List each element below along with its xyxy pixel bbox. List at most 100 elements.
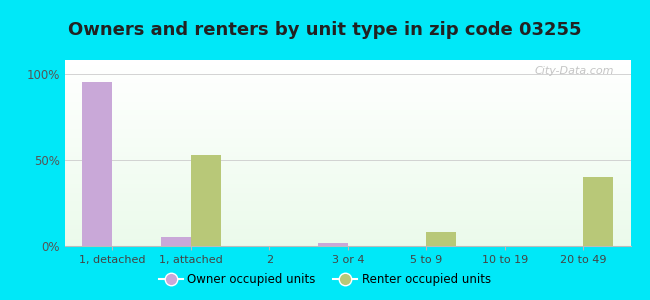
- Bar: [65, 62, 630, 63]
- Bar: [65, 238, 630, 239]
- Bar: [65, 167, 630, 168]
- Bar: [65, 218, 630, 219]
- Bar: [190, 155, 220, 246]
- Bar: [65, 100, 630, 101]
- Bar: [65, 238, 630, 239]
- Bar: [65, 215, 630, 216]
- Bar: [65, 111, 630, 112]
- Bar: [65, 155, 630, 156]
- Bar: [65, 195, 630, 196]
- Bar: [65, 207, 630, 208]
- Bar: [65, 149, 630, 150]
- Bar: [65, 141, 630, 142]
- Bar: [65, 157, 630, 158]
- Bar: [65, 211, 630, 212]
- Bar: [65, 225, 630, 226]
- Bar: [65, 72, 630, 73]
- Bar: [65, 237, 630, 238]
- Bar: [65, 101, 630, 102]
- Bar: [426, 232, 456, 246]
- Bar: [65, 239, 630, 240]
- Bar: [65, 63, 630, 64]
- Bar: [65, 98, 630, 99]
- Bar: [65, 78, 630, 79]
- Bar: [65, 79, 630, 80]
- Bar: [65, 136, 630, 137]
- Bar: [65, 97, 630, 98]
- Bar: [65, 188, 630, 189]
- Bar: [65, 124, 630, 125]
- Bar: [65, 91, 630, 92]
- Bar: [65, 194, 630, 195]
- Bar: [65, 144, 630, 145]
- Bar: [65, 73, 630, 74]
- Bar: [65, 224, 630, 225]
- Bar: [65, 96, 630, 97]
- Bar: [65, 84, 630, 85]
- Bar: [65, 153, 630, 154]
- Bar: [65, 151, 630, 152]
- Bar: [65, 82, 630, 83]
- Bar: [65, 83, 630, 84]
- Bar: [65, 189, 630, 190]
- Bar: [65, 202, 630, 203]
- Bar: [65, 243, 630, 244]
- Bar: [65, 159, 630, 160]
- Bar: [65, 231, 630, 232]
- Bar: [65, 190, 630, 191]
- Bar: [65, 103, 630, 104]
- Bar: [65, 87, 630, 88]
- Bar: [65, 104, 630, 105]
- Bar: [65, 118, 630, 119]
- Bar: [65, 242, 630, 243]
- Bar: [65, 166, 630, 167]
- Bar: [65, 148, 630, 149]
- Bar: [65, 131, 630, 132]
- Bar: [65, 184, 630, 185]
- Bar: [65, 233, 630, 234]
- Bar: [65, 139, 630, 140]
- Bar: [65, 223, 630, 224]
- Bar: [65, 133, 630, 134]
- Bar: [318, 243, 348, 246]
- Bar: [65, 162, 630, 163]
- Bar: [65, 161, 630, 162]
- Bar: [65, 137, 630, 138]
- Bar: [65, 163, 630, 164]
- Bar: [65, 86, 630, 87]
- Bar: [65, 108, 630, 109]
- Bar: [65, 65, 630, 66]
- Bar: [65, 66, 630, 67]
- Bar: [65, 102, 630, 103]
- Bar: [65, 201, 630, 202]
- Bar: [65, 234, 630, 235]
- Bar: [65, 74, 630, 75]
- Bar: [65, 113, 630, 114]
- Bar: [65, 170, 630, 171]
- Bar: [65, 89, 630, 90]
- Bar: [65, 192, 630, 193]
- Bar: [65, 128, 630, 129]
- Bar: [65, 183, 630, 184]
- Bar: [65, 204, 630, 205]
- Bar: [65, 208, 630, 209]
- Bar: [65, 175, 630, 176]
- Bar: [65, 135, 630, 136]
- Bar: [65, 76, 630, 77]
- Bar: [65, 182, 630, 183]
- Bar: [65, 177, 630, 178]
- Bar: [65, 244, 630, 245]
- Bar: [65, 95, 630, 96]
- Bar: [65, 120, 630, 122]
- Bar: [584, 177, 613, 246]
- Bar: [65, 172, 630, 173]
- Bar: [65, 210, 630, 211]
- Bar: [65, 187, 630, 188]
- Bar: [65, 164, 630, 165]
- Bar: [65, 142, 630, 143]
- Bar: [65, 185, 630, 187]
- Bar: [65, 160, 630, 161]
- Bar: [65, 109, 630, 110]
- Bar: [65, 245, 630, 246]
- Bar: [65, 165, 630, 166]
